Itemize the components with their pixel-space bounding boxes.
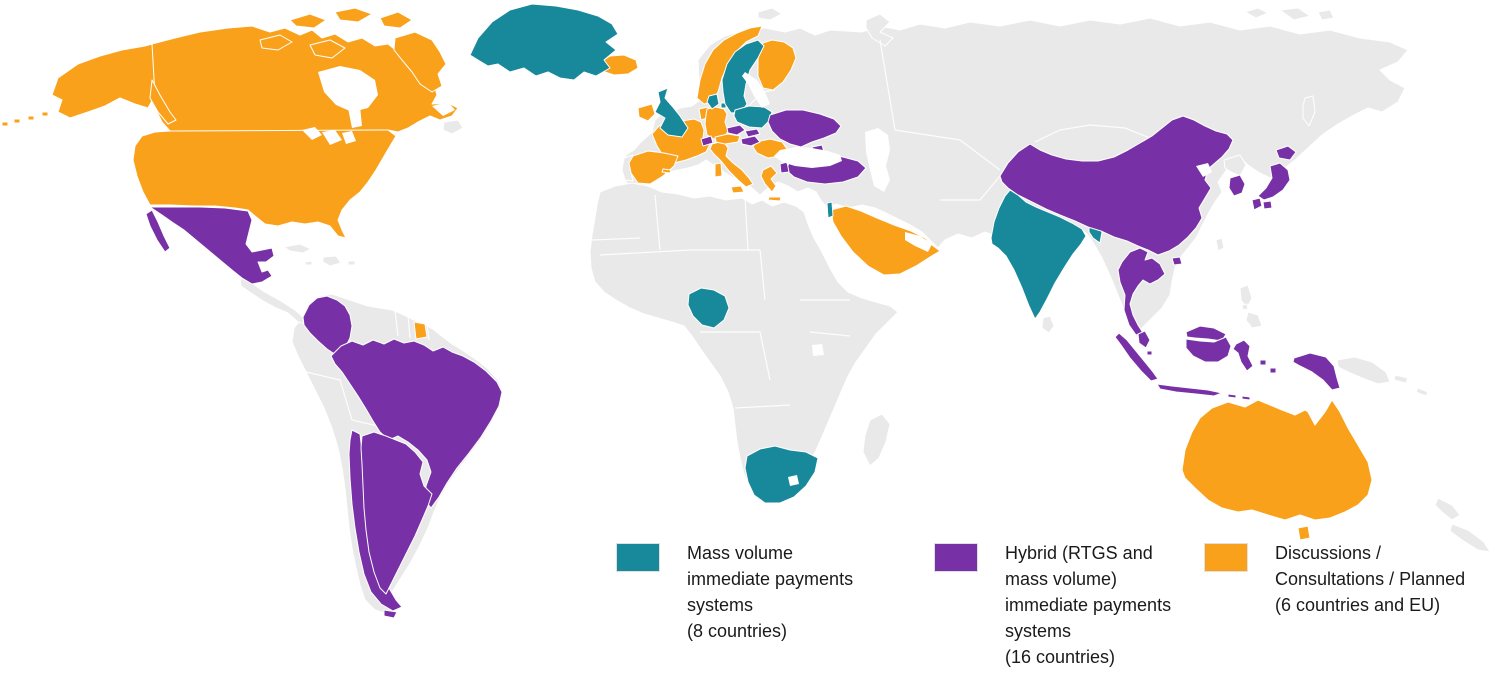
island-sicily — [730, 185, 745, 194]
region-central-america — [239, 277, 307, 325]
country-poland — [733, 105, 773, 129]
lake-erie-ontario — [342, 131, 356, 144]
country-nigeria — [687, 287, 730, 329]
country-malaysia-peninsular — [1137, 330, 1151, 349]
islands-new-zealand — [1434, 497, 1491, 553]
country-suriname — [413, 321, 428, 340]
country-spain — [628, 150, 679, 185]
country-mexico — [149, 206, 275, 285]
country-japan — [1251, 145, 1297, 211]
country-brazil — [330, 338, 503, 509]
island-taiwan — [1215, 237, 1225, 252]
country-south-africa — [744, 445, 819, 504]
island-hispaniola — [322, 255, 342, 267]
island-new-guinea — [1336, 356, 1429, 397]
country-indonesia — [1114, 332, 1341, 401]
country-denmark — [706, 93, 720, 110]
islands-aleutian — [1, 111, 49, 127]
country-italy — [709, 140, 754, 188]
island-tasmania — [1297, 525, 1311, 541]
country-ukraine — [767, 109, 842, 148]
country-czech-republic — [726, 124, 746, 136]
islands-canadian-arctic — [259, 7, 447, 93]
lake-superior — [302, 127, 322, 140]
country-saudi-arabia — [830, 205, 941, 276]
island-sakhalin — [1302, 95, 1316, 127]
country-iceland — [597, 54, 639, 76]
layer-hybrid-purple — [145, 109, 1341, 619]
country-hungary — [740, 135, 761, 147]
country-south-korea — [1228, 174, 1246, 197]
island-puerto-rico — [347, 260, 356, 266]
region-africa — [589, 182, 899, 505]
island-newfoundland — [442, 119, 464, 135]
lesotho-hole — [788, 475, 799, 486]
country-greece — [760, 165, 778, 193]
region-alaska — [51, 43, 156, 119]
region-madagascar — [862, 413, 891, 467]
sea-baltic — [742, 72, 770, 108]
country-ireland — [637, 103, 656, 122]
gulf-persian — [905, 232, 932, 252]
country-colombia — [302, 295, 353, 356]
country-israel — [826, 201, 834, 219]
layer-seas — [302, 66, 1212, 486]
gulf-st-lawrence — [432, 102, 455, 116]
island-jamaica — [304, 260, 313, 266]
island-sardinia — [714, 162, 723, 178]
country-australia — [1181, 399, 1373, 521]
sea-hudson-bay — [318, 66, 378, 112]
lake-michigan-huron — [322, 130, 342, 145]
island-sri-lanka — [1041, 315, 1055, 334]
country-usa — [132, 129, 397, 239]
island-cuba — [283, 243, 312, 254]
country-switzerland — [700, 135, 714, 147]
sea-black — [774, 147, 842, 168]
country-thailand — [1117, 247, 1166, 336]
sea-bohai — [1196, 163, 1212, 177]
country-singapore — [1146, 350, 1153, 356]
sea-caspian — [865, 128, 890, 192]
region-malaysia-borneo — [1185, 325, 1227, 342]
region-tierra-del-fuego — [383, 609, 398, 619]
island-hainan — [1171, 256, 1183, 266]
islands-balearic — [661, 168, 672, 174]
country-slovakia — [744, 128, 761, 138]
layer-planned-orange — [1, 7, 1373, 541]
region-alaska-panhandle — [149, 79, 177, 125]
region-greenland — [469, 3, 619, 81]
country-uk — [654, 87, 689, 138]
lake-victoria — [812, 344, 824, 356]
region-baja-california — [145, 209, 171, 253]
country-germany — [704, 106, 729, 140]
islands-philippines — [1239, 284, 1263, 329]
layer-mass-volume-teal — [469, 3, 1103, 504]
island-crete — [767, 196, 782, 202]
country-finland — [757, 39, 797, 91]
islands-arctic — [757, 7, 1335, 47]
sea-james-bay — [348, 106, 362, 128]
country-argentina — [360, 431, 433, 595]
country-austria — [714, 133, 741, 145]
layer-country-borders — [305, 39, 1151, 431]
